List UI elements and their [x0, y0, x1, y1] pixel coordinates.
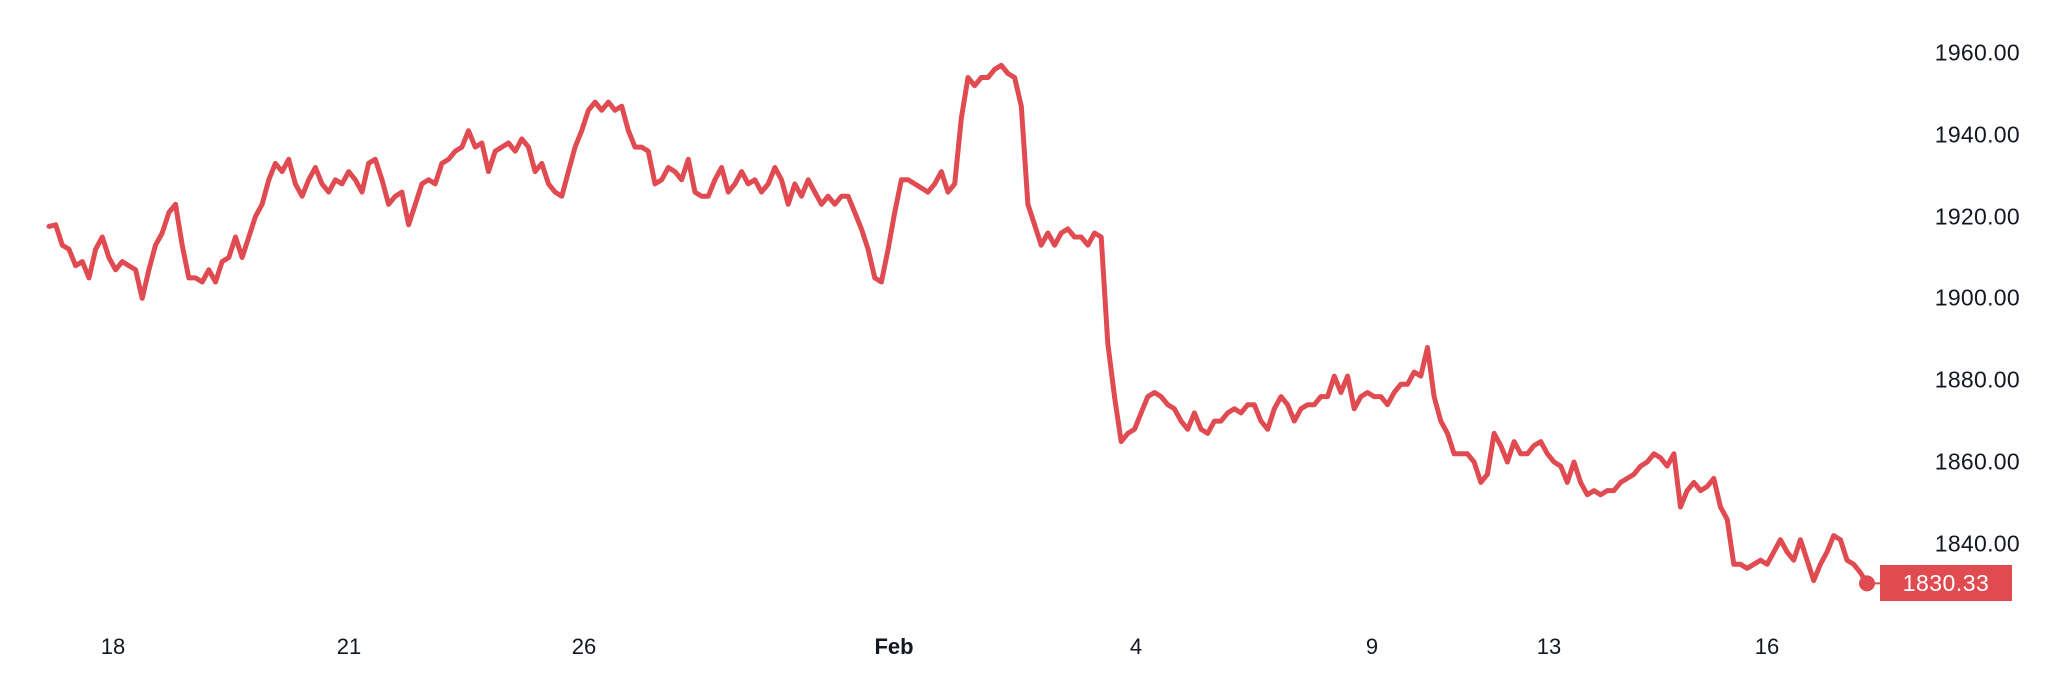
y-tick-label: 1920.00	[1934, 203, 2020, 230]
y-tick-label: 1880.00	[1934, 366, 2020, 393]
price-line-series	[46, 62, 1870, 586]
x-tick-label: 16	[1754, 634, 1780, 659]
x-tick-label: Feb	[874, 634, 914, 659]
last-price-badge: 1830.33	[1880, 565, 2012, 602]
y-tick-label: 1960.00	[1934, 39, 2020, 66]
y-tick-label: 1840.00	[1934, 530, 2020, 557]
last-price-dot	[1859, 575, 1875, 592]
y-tick-label: 1900.00	[1934, 284, 2020, 311]
y-tick-label: 1940.00	[1934, 121, 2020, 148]
y-tick-label: 1860.00	[1934, 448, 2020, 475]
x-tick-label: 4	[1129, 634, 1143, 659]
x-tick-label: 18	[100, 634, 126, 659]
x-tick-label: 9	[1365, 634, 1379, 659]
x-tick-label: 13	[1536, 634, 1562, 659]
x-tick-label: 26	[571, 634, 597, 659]
x-tick-label: 21	[336, 634, 362, 659]
